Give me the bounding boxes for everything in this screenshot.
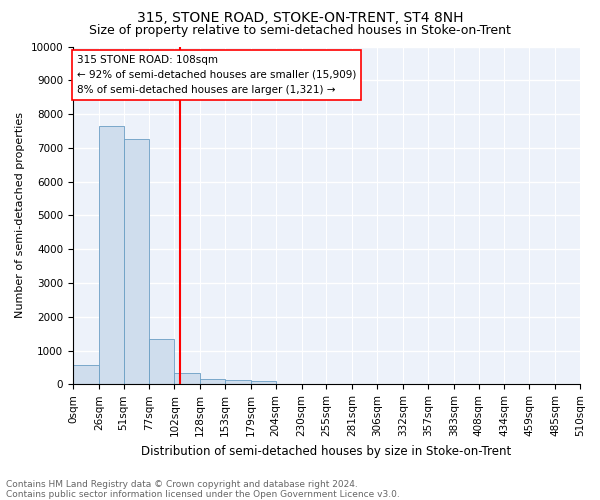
Bar (73, 364, 99, 384)
Text: Contains HM Land Registry data © Crown copyright and database right 2024.
Contai: Contains HM Land Registry data © Crown c… (6, 480, 400, 499)
Bar (251, 381, 276, 384)
Bar (124, 140, 149, 384)
Bar (175, 373, 200, 384)
Text: Size of property relative to semi-detached houses in Stoke-on-Trent: Size of property relative to semi-detach… (89, 24, 511, 37)
Text: 315 STONE ROAD: 108sqm
← 92% of semi-detached houses are smaller (15,909)
8% of : 315 STONE ROAD: 108sqm ← 92% of semi-det… (77, 55, 356, 94)
Bar (200, 380, 225, 384)
Bar (149, 338, 175, 384)
Text: 315, STONE ROAD, STOKE-ON-TRENT, ST4 8NH: 315, STONE ROAD, STOKE-ON-TRENT, ST4 8NH (137, 12, 463, 26)
X-axis label: Distribution of semi-detached houses by size in Stoke-on-Trent: Distribution of semi-detached houses by … (142, 444, 512, 458)
Bar (99, 126, 124, 384)
Bar (225, 380, 251, 384)
Y-axis label: Number of semi-detached properties: Number of semi-detached properties (15, 112, 25, 318)
